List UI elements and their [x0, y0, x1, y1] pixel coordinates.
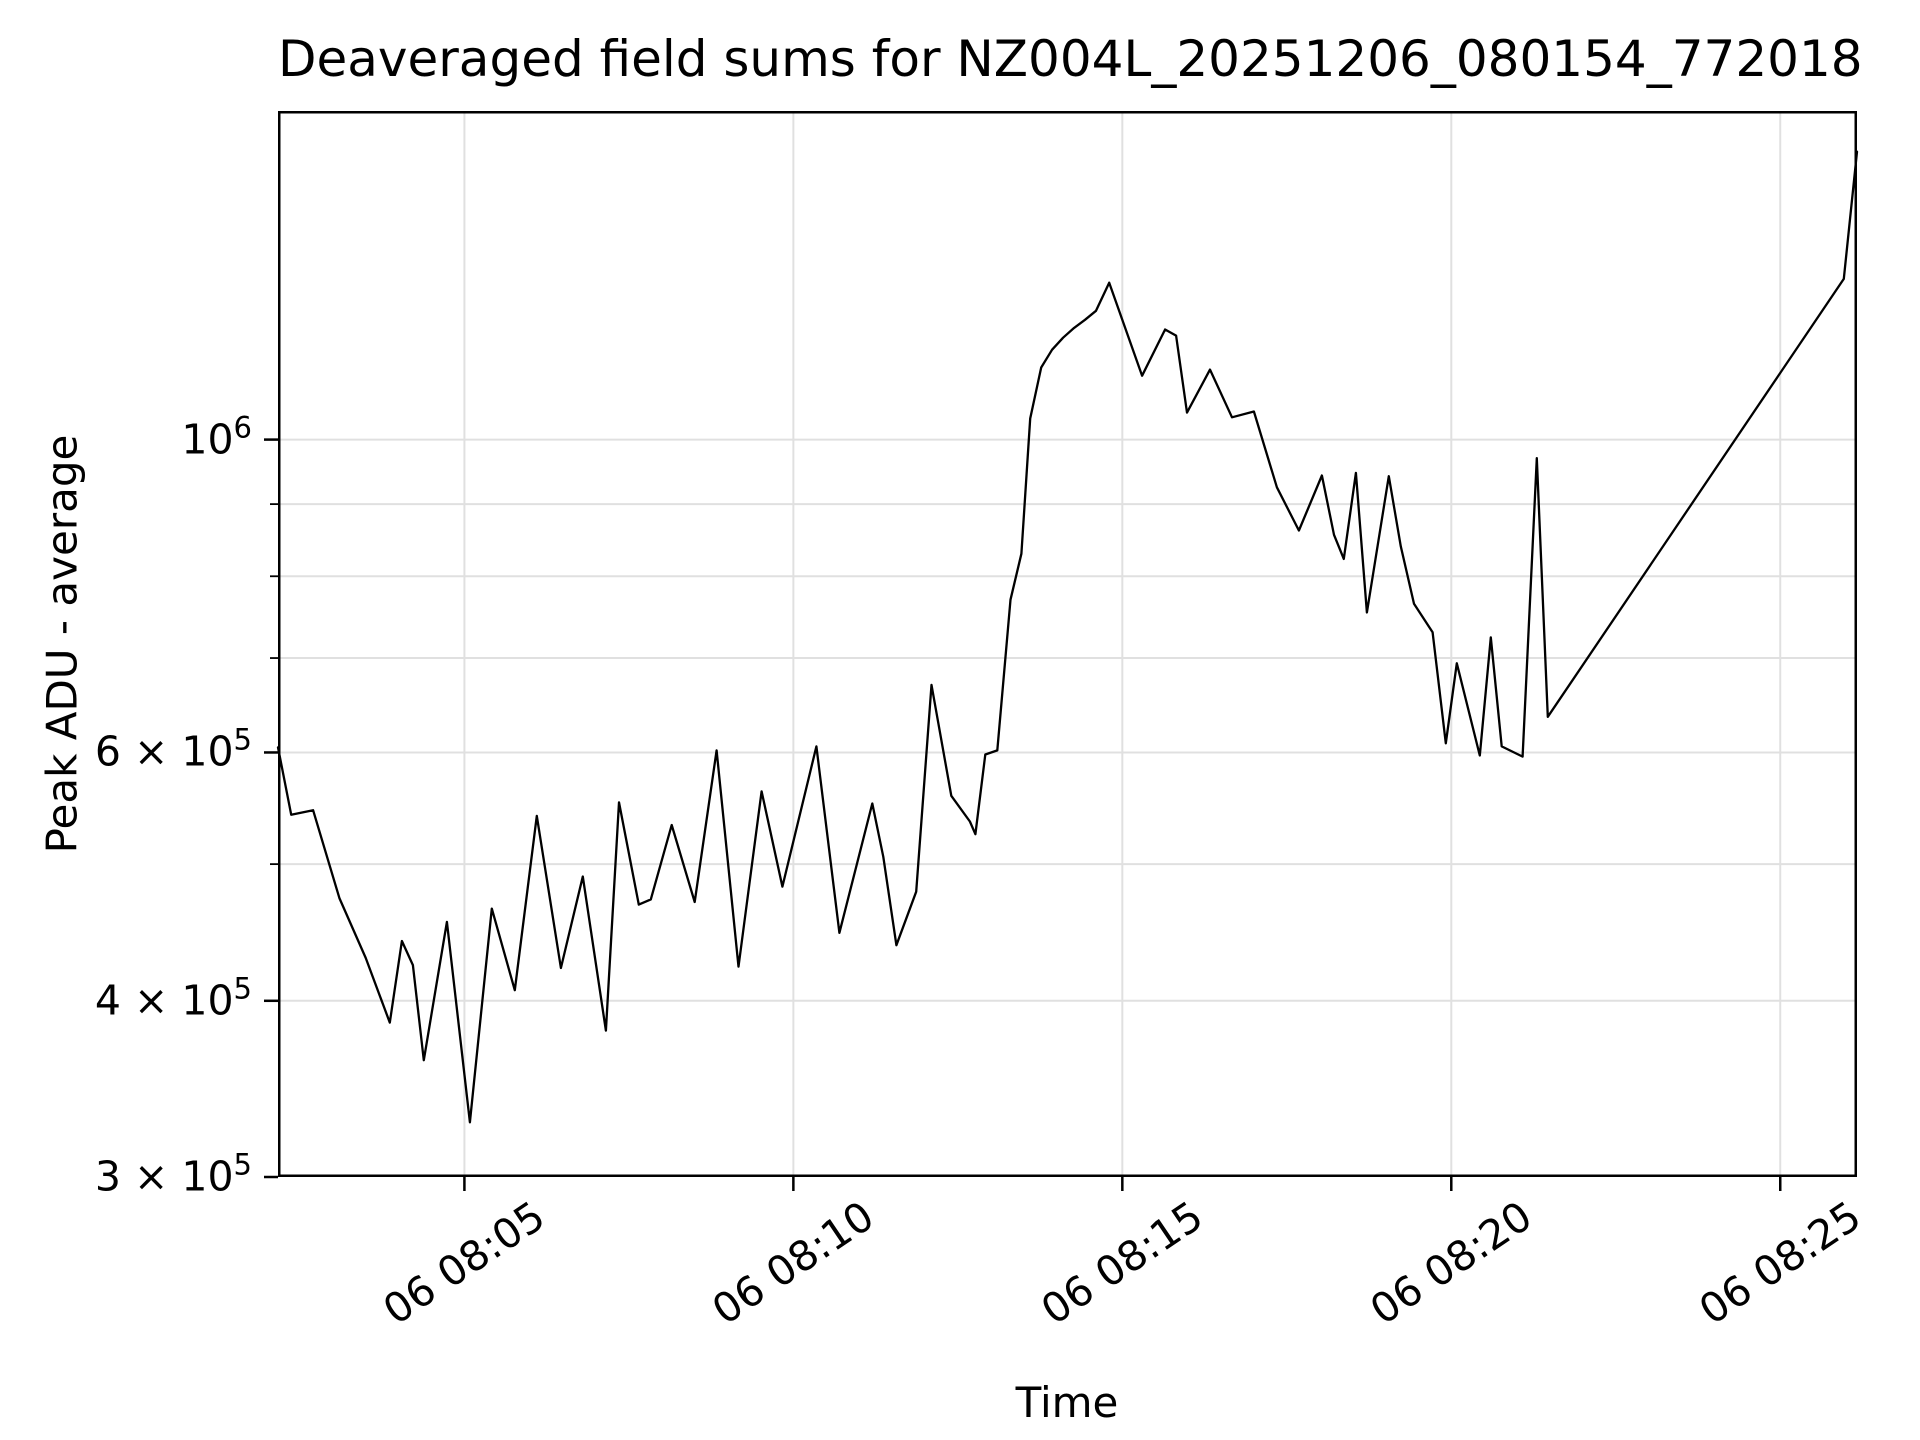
y-tick-label: 4 × 105	[94, 971, 252, 1025]
plot-border	[278, 111, 1857, 1177]
y-axis-label: Peak ADU - average	[37, 434, 87, 854]
y-tick-label: 106	[181, 410, 252, 464]
y-tick-label: 6 × 105	[94, 722, 252, 776]
x-axis-label: Time	[1015, 1378, 1119, 1427]
y-tick-label: 3 × 105	[94, 1147, 252, 1201]
chart-title: Deaveraged field sums for NZ004L_2025120…	[278, 30, 1863, 88]
data-line	[276, 150, 1859, 1124]
plot-area	[264, 111, 1859, 1191]
